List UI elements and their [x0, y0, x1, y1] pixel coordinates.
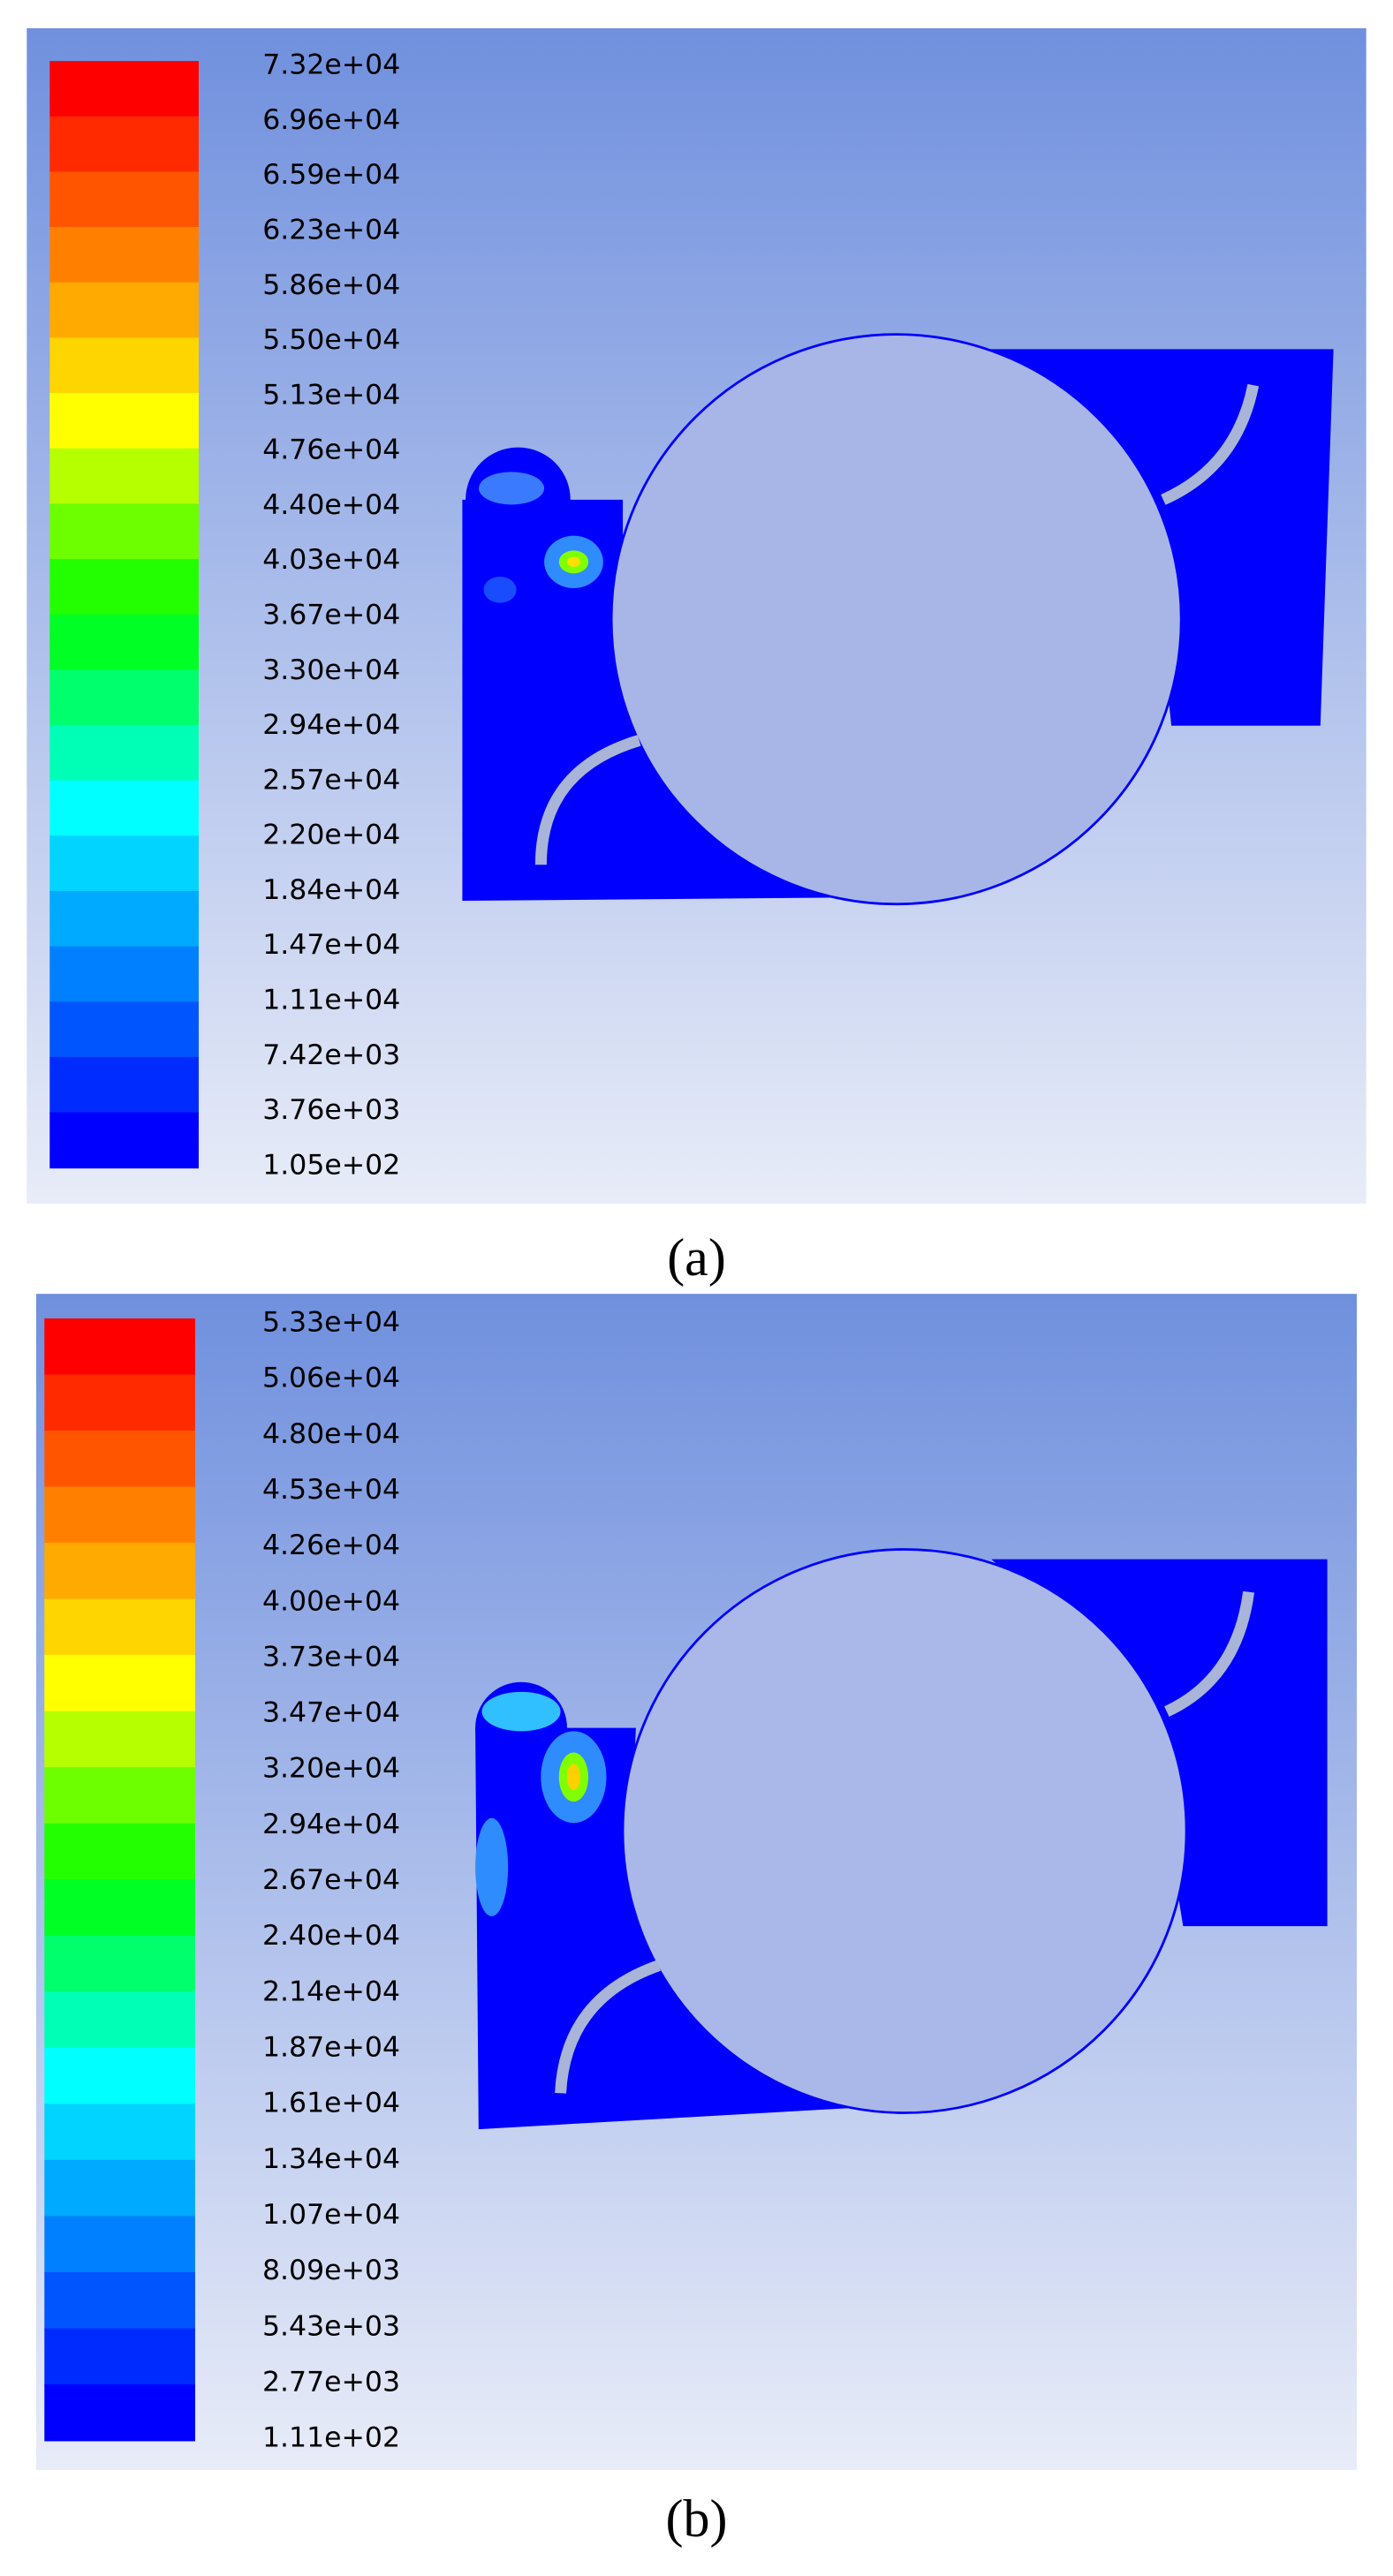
- colorbar-label: 4.03e+04: [262, 544, 400, 576]
- colorbar-label: 4.40e+04: [262, 489, 400, 521]
- colorbar-band: [44, 1430, 195, 1488]
- colorbar-label: 2.67e+04: [262, 1864, 400, 1896]
- colorbar-label: 1.34e+04: [262, 2143, 400, 2175]
- colorbar-band: [44, 1486, 195, 1544]
- colorbar-band: [44, 1991, 195, 2049]
- colorbar-label: 4.53e+04: [262, 1474, 400, 1506]
- colorbar-label: 7.32e+04: [262, 49, 400, 81]
- colorbar-band: [49, 282, 199, 339]
- colorbar-band: [44, 1598, 195, 1657]
- colorbar-band: [49, 1112, 199, 1169]
- colorbar-band: [44, 2383, 195, 2442]
- colorbar-label: 1.05e+02: [262, 1149, 400, 1181]
- colorbar-label: 2.14e+04: [262, 1975, 400, 2007]
- colorbar-band: [44, 1318, 195, 1376]
- colorbar-band: [44, 1711, 195, 1769]
- colorbar-band: [49, 448, 199, 505]
- colorbar-label: 5.13e+04: [262, 379, 400, 411]
- colorbar-label: 2.40e+04: [262, 1920, 400, 1952]
- colorbar-band: [49, 946, 199, 1003]
- contour-field: [462, 333, 1334, 906]
- colorbar-band: [44, 2216, 195, 2273]
- colorbar-band: [49, 614, 199, 671]
- colorbar-band: [49, 393, 199, 449]
- contour-panel: 5.33e+04 5.06e+04 4.80e+04 4.53e+04 4.26e+04…: [36, 1294, 1357, 2470]
- colorbar-band: [49, 724, 199, 782]
- colorbar-band: [44, 1823, 195, 1881]
- panel-label: (b): [665, 2489, 728, 2548]
- colorbar-band: [44, 1374, 195, 1432]
- colorbar-band: [49, 780, 199, 837]
- colorbar-label: 1.84e+04: [262, 874, 400, 906]
- colorbar-label: 3.67e+04: [262, 600, 400, 631]
- colorbar-label: 1.11e+04: [262, 985, 400, 1016]
- colorbar-band: [44, 2159, 195, 2217]
- colorbar-label: 2.94e+04: [262, 1809, 400, 1840]
- colorbar-band: [44, 2047, 195, 2105]
- colorbar-label: 1.07e+04: [262, 2199, 400, 2231]
- colorbar-band: [49, 116, 199, 173]
- colorbar-band: [49, 669, 199, 726]
- colorbar-band: [44, 1655, 195, 1712]
- colorbar-band: [49, 835, 199, 892]
- colorbar-band: [49, 503, 199, 560]
- colorbar-label: 4.26e+04: [262, 1530, 400, 1561]
- colorbar-label: 1.87e+04: [262, 2032, 400, 2064]
- colorbar-label: 1.11e+02: [262, 2422, 400, 2454]
- colorbar-band: [49, 337, 199, 394]
- colorbar-label: 3.73e+04: [262, 1641, 400, 1673]
- contour-panel: 7.32e+04 6.96e+04 6.59e+04 6.23e+04 5.86e+04…: [26, 28, 1367, 1204]
- colorbar-label: 2.20e+04: [262, 820, 400, 851]
- panel-label: (a): [667, 1228, 726, 1287]
- colorbar-band: [49, 1056, 199, 1114]
- colorbar-band: [49, 558, 199, 616]
- colorbar-label: 5.33e+04: [262, 1307, 400, 1339]
- colorbar-band: [44, 1935, 195, 1993]
- colorbar-label: 5.86e+04: [262, 269, 400, 301]
- colorbar-band: [49, 61, 199, 117]
- colorbar-label: 2.94e+04: [262, 709, 400, 741]
- contour-field: [475, 1548, 1328, 2130]
- colorbar-label: 5.43e+03: [262, 2310, 400, 2342]
- colorbar-band: [49, 890, 199, 948]
- colorbar-band: [44, 2328, 195, 2385]
- colorbar-label: 4.00e+04: [262, 1585, 400, 1617]
- colorbar-label: 4.76e+04: [262, 434, 400, 466]
- colorbar-label: 4.80e+04: [262, 1418, 400, 1450]
- colorbar-band: [49, 1001, 199, 1058]
- colorbar-label: 3.76e+03: [262, 1094, 400, 1126]
- colorbar-label: 7.42e+03: [262, 1039, 400, 1071]
- colorbar-label: 1.47e+04: [262, 929, 400, 961]
- colorbar-band: [44, 1767, 195, 1824]
- colorbar-band: [44, 1543, 195, 1600]
- colorbar-label: 6.96e+04: [262, 104, 400, 136]
- colorbar-label: 3.20e+04: [262, 1753, 400, 1785]
- colorbar-band: [44, 2104, 195, 2161]
- colorbar-label: 3.47e+04: [262, 1697, 400, 1729]
- colorbar-label: 2.77e+03: [262, 2366, 400, 2398]
- colorbar-label: 2.57e+04: [262, 764, 400, 796]
- colorbar-label: 3.30e+04: [262, 654, 400, 686]
- colorbar-band: [44, 2271, 195, 2330]
- colorbar-label: 8.09e+03: [262, 2255, 400, 2286]
- colorbar-label: 6.59e+04: [262, 159, 400, 191]
- colorbar-label: 5.06e+04: [262, 1363, 400, 1394]
- colorbar-label: 1.61e+04: [262, 2088, 400, 2119]
- colorbar-band: [44, 1879, 195, 1937]
- colorbar-label: 5.50e+04: [262, 324, 400, 356]
- colorbar-band: [49, 227, 199, 283]
- colorbar-label: 6.23e+04: [262, 214, 400, 246]
- colorbar-band: [49, 171, 199, 228]
